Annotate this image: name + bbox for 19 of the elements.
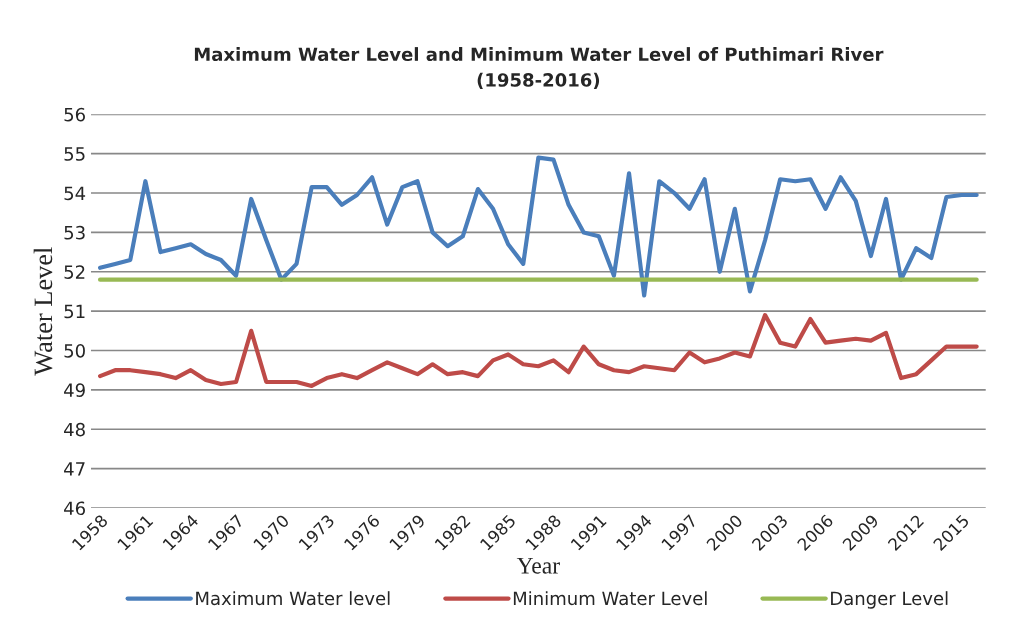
y-tick-label: 55 — [64, 147, 85, 161]
y-axis-title: Water Level — [33, 247, 53, 376]
y-tick-label: 47 — [64, 462, 85, 476]
legend-label: Maximum Water level — [196, 591, 390, 606]
y-tick-label: 54 — [64, 186, 86, 201]
y-tick-label: 53 — [64, 225, 85, 240]
legend-label: Minimum Water Level — [513, 591, 707, 606]
y-tick-label: 50 — [64, 343, 85, 358]
y-tick-label: 52 — [64, 265, 85, 279]
y-tick-label: 49 — [64, 383, 85, 398]
line-series — [97, 155, 979, 298]
y-tick-label: 46 — [64, 501, 85, 516]
y-tick-label: 51 — [64, 304, 85, 319]
chart-title: Maximum Water Level and Minimum Water Level of Puthimari River (1958-2016) — [194, 47, 884, 89]
line-series — [97, 313, 979, 389]
legend-label: Danger Level — [831, 591, 948, 609]
y-tick-label: 56 — [64, 107, 85, 122]
x-axis-title: Year — [516, 557, 560, 574]
y-tick-label: 48 — [64, 422, 85, 437]
